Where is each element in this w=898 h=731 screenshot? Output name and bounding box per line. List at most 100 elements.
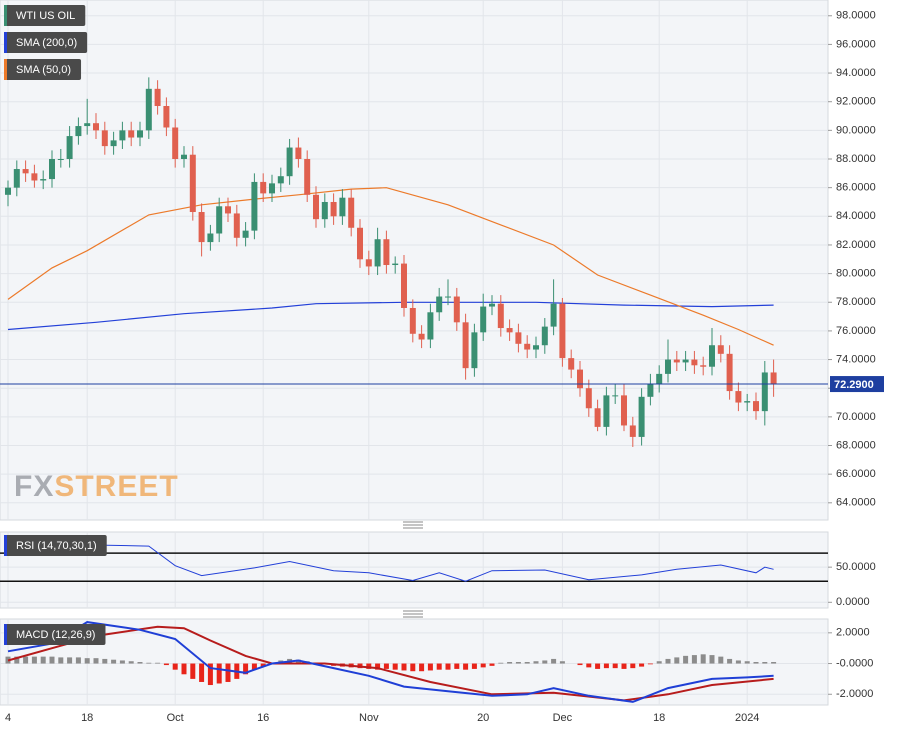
- candle-body: [673, 359, 680, 363]
- histogram-bar: [639, 663, 645, 667]
- y-tick-label: 90.0000: [836, 124, 876, 136]
- legend-label: SMA (200,0): [16, 37, 77, 49]
- histogram-bar: [401, 663, 407, 671]
- candle-body: [57, 159, 64, 161]
- candle-body: [533, 345, 539, 350]
- candle-body: [656, 373, 663, 384]
- histogram-bar: [735, 660, 741, 664]
- candle-body: [559, 303, 566, 359]
- legend-item: WTI US OIL: [4, 5, 86, 26]
- histogram-bar: [436, 663, 442, 670]
- candle-body: [691, 359, 698, 366]
- histogram-bar: [595, 663, 601, 669]
- candle-body: [128, 130, 135, 138]
- legend-box: [4, 535, 107, 556]
- x-tick-label: Dec: [553, 712, 573, 724]
- legend-box: [4, 624, 106, 645]
- histogram-bar: [111, 659, 117, 664]
- candle-body: [110, 140, 117, 147]
- candle-body: [594, 408, 601, 427]
- candle-body: [189, 154, 196, 213]
- histogram-bar: [621, 663, 627, 669]
- candle-body: [383, 239, 390, 266]
- histogram-bar: [498, 662, 504, 664]
- histogram-bar: [375, 663, 381, 670]
- histogram-bar: [93, 658, 99, 664]
- y-tick-label: 92.0000: [836, 96, 876, 108]
- candle-body: [471, 332, 478, 369]
- candle-body: [489, 303, 495, 307]
- y-tick-label: 98.0000: [836, 10, 876, 22]
- histogram-bar: [612, 663, 618, 669]
- y-tick-label: 2.0000: [836, 627, 870, 639]
- last-price-label: 72.2900: [834, 379, 874, 391]
- candle-body: [541, 326, 548, 346]
- candle-body: [295, 147, 302, 160]
- legend-item: RSI (14,70,30,1): [4, 535, 107, 556]
- candle-body: [418, 333, 425, 340]
- candle-body: [321, 201, 328, 220]
- candle-body: [269, 183, 275, 194]
- candle-body: [497, 303, 504, 329]
- histogram-bar: [14, 656, 20, 664]
- candle-body: [13, 169, 20, 188]
- legend-item: SMA (50,0): [4, 59, 82, 80]
- histogram-bar: [146, 662, 152, 664]
- legend-box: [4, 59, 82, 80]
- x-tick-label: Nov: [359, 712, 379, 724]
- candle-body: [726, 353, 733, 392]
- candle-body: [66, 136, 73, 160]
- candle-body: [119, 130, 126, 141]
- candle-body: [137, 130, 143, 138]
- legend-swatch: [4, 624, 7, 645]
- x-tick-label: 4: [5, 712, 11, 724]
- histogram-bar: [577, 663, 583, 666]
- candle-body: [304, 159, 311, 195]
- candle-body: [172, 127, 179, 160]
- histogram-bar: [102, 658, 108, 664]
- histogram-bar: [691, 655, 697, 664]
- legend-box: [4, 5, 86, 26]
- x-tick-label: Oct: [167, 712, 184, 724]
- y-tick-label: 66.0000: [836, 468, 876, 480]
- histogram-bar: [559, 661, 565, 664]
- candle-body: [638, 396, 645, 437]
- histogram-bar: [225, 663, 231, 682]
- watermark-part: STREET: [54, 470, 178, 503]
- candle-body: [409, 307, 416, 334]
- histogram-bar: [647, 663, 653, 665]
- histogram-bar: [243, 663, 249, 675]
- x-tick-label: 16: [257, 712, 269, 724]
- candle-body: [621, 395, 627, 426]
- legend-swatch: [4, 5, 7, 26]
- candle-body: [735, 391, 742, 403]
- histogram-bar: [199, 663, 205, 682]
- candle-body: [31, 173, 38, 181]
- y-tick-label: 70.0000: [836, 411, 876, 423]
- x-tick-label: 18: [81, 712, 93, 724]
- histogram-bar: [683, 655, 689, 664]
- y-tick-label: 64.0000: [836, 497, 876, 509]
- candle-body: [101, 130, 108, 147]
- histogram-bar: [128, 661, 134, 664]
- y-tick-label: 0.0000: [836, 596, 870, 608]
- macd-line: [7, 621, 774, 703]
- candle-body: [313, 194, 319, 220]
- candle-body: [629, 425, 636, 437]
- histogram-bar: [172, 663, 178, 670]
- candle-body: [5, 187, 11, 195]
- histogram-bar: [700, 654, 706, 664]
- histogram-bar: [75, 657, 81, 664]
- y-tick-label: 76.0000: [836, 325, 876, 337]
- candle-body: [524, 343, 531, 350]
- candle-body: [550, 303, 557, 327]
- histogram-bar: [163, 663, 169, 666]
- candle-body: [506, 328, 513, 333]
- histogram-bar: [40, 656, 46, 664]
- histogram-bar: [427, 663, 433, 671]
- y-tick-label: 74.0000: [836, 353, 876, 365]
- y-tick-label: 88.0000: [836, 153, 876, 165]
- histogram-bar: [445, 663, 451, 670]
- candle-body: [154, 88, 161, 107]
- candle-body: [462, 322, 469, 369]
